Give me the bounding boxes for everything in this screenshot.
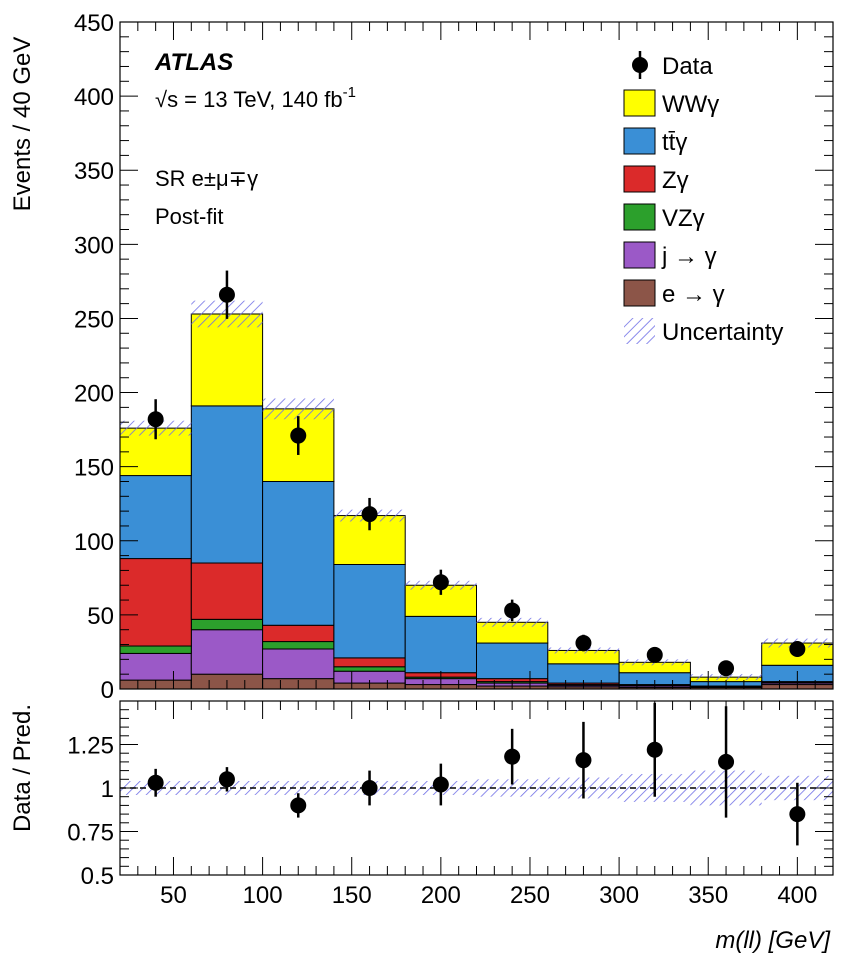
ratio-point-3 xyxy=(361,780,378,796)
ratio-panel: 0.5 0.75 1 1.25 50 100 150 200 250 300 350 400 xyxy=(67,700,834,909)
bar-VZg-2 xyxy=(262,641,335,650)
ratio-point-5 xyxy=(504,748,521,765)
legend-swatch-Zg xyxy=(623,165,656,193)
legend-label-ttg: tt̄γ xyxy=(662,129,687,156)
x-tick-label: 250 xyxy=(510,882,550,909)
ratio-y-tick-label: 0.5 xyxy=(81,863,114,890)
bar-Zg-1 xyxy=(190,562,264,620)
data-point-8 xyxy=(718,660,735,677)
y-axis-label: Events / 40 GeV xyxy=(9,37,36,212)
data-point-9 xyxy=(789,640,806,657)
bar-jg-0 xyxy=(119,652,192,681)
ratio-point-1 xyxy=(218,771,235,788)
legend-label-Zg: Zγ xyxy=(662,167,689,194)
legend-swatch-uncertainty xyxy=(624,318,655,344)
legend-data-marker xyxy=(632,57,648,73)
legend-label-VZg: VZγ xyxy=(662,205,705,232)
y-tick-label: 250 xyxy=(74,306,114,333)
region-label: SR e±μ∓γ xyxy=(155,166,258,191)
data-point-7 xyxy=(646,646,663,663)
atlas-label: ATLAS xyxy=(154,49,233,76)
ratio-y-axis-label: Data / Pred. xyxy=(9,704,36,832)
legend: Data WWγ tt̄γ Zγ VZγ j → γ e → γ Uncertainty xyxy=(623,51,783,346)
legend-swatch-VZg xyxy=(623,203,656,231)
energy-label: √s = 13 TeV, 140 fb-1 xyxy=(155,84,356,112)
x-tick-label: 150 xyxy=(332,882,372,909)
x-axis-label: m(ll) [GeV] xyxy=(715,927,831,954)
ratio-point-0 xyxy=(147,774,164,791)
ratio-point-4 xyxy=(432,776,449,793)
ratio-y-tick-label: 0.75 xyxy=(67,820,114,847)
legend-label-data: Data xyxy=(662,53,713,80)
ratio-point-9 xyxy=(789,806,806,823)
bar-ttg-3 xyxy=(333,563,406,659)
legend-label-eg: e → γ xyxy=(662,281,725,308)
bar-VZg-1 xyxy=(190,618,264,631)
ratio-point-8 xyxy=(718,753,735,770)
data-point-5 xyxy=(504,602,521,619)
y-tick-label: 300 xyxy=(74,232,114,259)
bar-VZg-0 xyxy=(119,645,192,654)
x-tick-label: 50 xyxy=(160,882,187,909)
x-tick-label: 200 xyxy=(421,882,461,909)
legend-swatch-ttg xyxy=(623,127,656,155)
data-point-4 xyxy=(432,574,449,591)
x-tick-label: 100 xyxy=(243,882,283,909)
uncertainty-band-5 xyxy=(476,617,548,627)
x-tick-label: 400 xyxy=(777,882,817,909)
y-tick-label: 350 xyxy=(74,158,114,185)
bar-ttg-4 xyxy=(404,615,478,674)
uncertainty-band-2 xyxy=(262,398,334,420)
bar-jg-2 xyxy=(262,648,335,680)
ratio-band-2 xyxy=(262,781,334,795)
uncertainty-band-8 xyxy=(690,674,762,681)
ratio-y-tick-label: 1 xyxy=(101,776,114,803)
data-point-3 xyxy=(361,506,378,523)
bar-Zg-3 xyxy=(333,657,406,668)
legend-label-WWg: WWγ xyxy=(662,91,719,118)
bar-ttg-0 xyxy=(119,475,192,560)
chart-labels: ATLAS √s = 13 TeV, 140 fb-1 SR e±μ∓γ Pos… xyxy=(9,37,831,954)
bar-ttg-2 xyxy=(262,480,335,626)
ratio-point-2 xyxy=(290,797,307,814)
legend-swatch-WWg xyxy=(623,89,656,117)
bar-ttg-1 xyxy=(190,405,264,564)
legend-swatch-jg xyxy=(623,241,656,269)
bar-VZg-3 xyxy=(333,666,406,672)
data-point-6 xyxy=(575,635,592,652)
bar-Zg-2 xyxy=(262,624,335,643)
legend-swatch-eg xyxy=(623,279,656,307)
bar-jg-1 xyxy=(190,629,264,675)
data-point-2 xyxy=(290,427,307,444)
ratio-y-tick-label: 1.25 xyxy=(67,733,114,760)
y-tick-label: 100 xyxy=(74,529,114,556)
ratio-point-6 xyxy=(575,752,592,769)
y-tick-label: 0 xyxy=(101,677,114,704)
y-tick-label: 150 xyxy=(74,455,114,482)
x-tick-label: 300 xyxy=(599,882,639,909)
bar-ttg-5 xyxy=(476,642,549,680)
bar-Zg-0 xyxy=(119,558,192,647)
y-tick-label: 200 xyxy=(74,381,114,408)
bar-WWg-1 xyxy=(190,313,264,407)
data-point-0 xyxy=(147,411,164,428)
x-tick-label: 350 xyxy=(688,882,728,909)
data-point-1 xyxy=(218,286,235,303)
ratio-point-7 xyxy=(646,741,663,758)
legend-label-uncertainty: Uncertainty xyxy=(662,319,783,346)
y-tick-label: 50 xyxy=(87,603,114,630)
y-tick-label: 400 xyxy=(74,84,114,111)
fit-label: Post-fit xyxy=(155,204,223,229)
legend-label-jg: j → γ xyxy=(661,243,717,270)
y-tick-label: 450 xyxy=(74,10,114,37)
main-panel: 0 50 100 150 200 250 300 350 400 450 xyxy=(74,10,834,704)
